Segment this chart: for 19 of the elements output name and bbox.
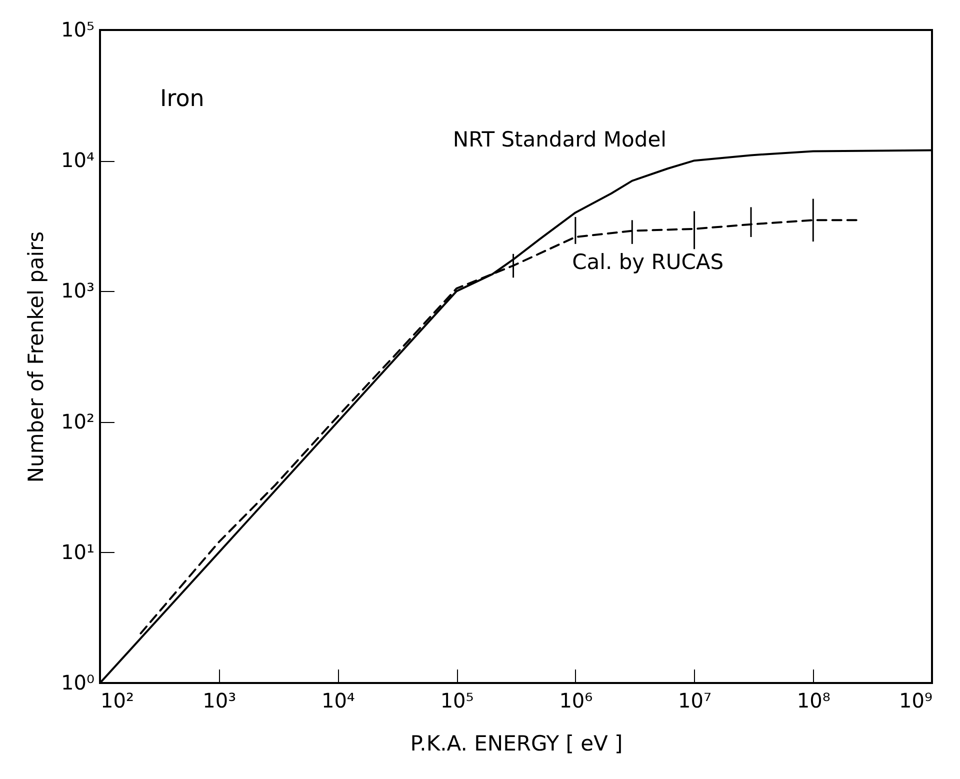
x-tick-label: 10⁵ [440, 688, 474, 712]
x-tick-label: 10⁷ [678, 688, 712, 712]
y-tick-label: 10⁴ [61, 148, 94, 172]
x-tick-label: 10² [100, 688, 134, 712]
y-tick-label: 10¹ [61, 540, 94, 564]
y-tick-label: 10² [61, 409, 94, 434]
x-tick-label: 10⁶ [559, 688, 593, 712]
x-tick-label: 10⁴ [321, 688, 355, 712]
x-tick-label: 10⁸ [796, 688, 830, 712]
y-axis-title: Number of Frenkel pairs [24, 231, 48, 483]
x-tick-label: 10³ [202, 688, 236, 712]
y-tick-label: 10⁵ [61, 18, 94, 42]
series-label: NRT Standard Model [452, 128, 666, 152]
y-tick-label: 10⁰ [61, 670, 94, 694]
y-tick-label: 10³ [61, 278, 94, 303]
x-axis-title: P.K.A. ENERGY [ eV ] [410, 732, 623, 756]
annotation: Iron [160, 86, 204, 112]
series-label: Cal. by RUCAS [572, 250, 724, 274]
x-tick-label: 10⁹ [899, 688, 932, 712]
